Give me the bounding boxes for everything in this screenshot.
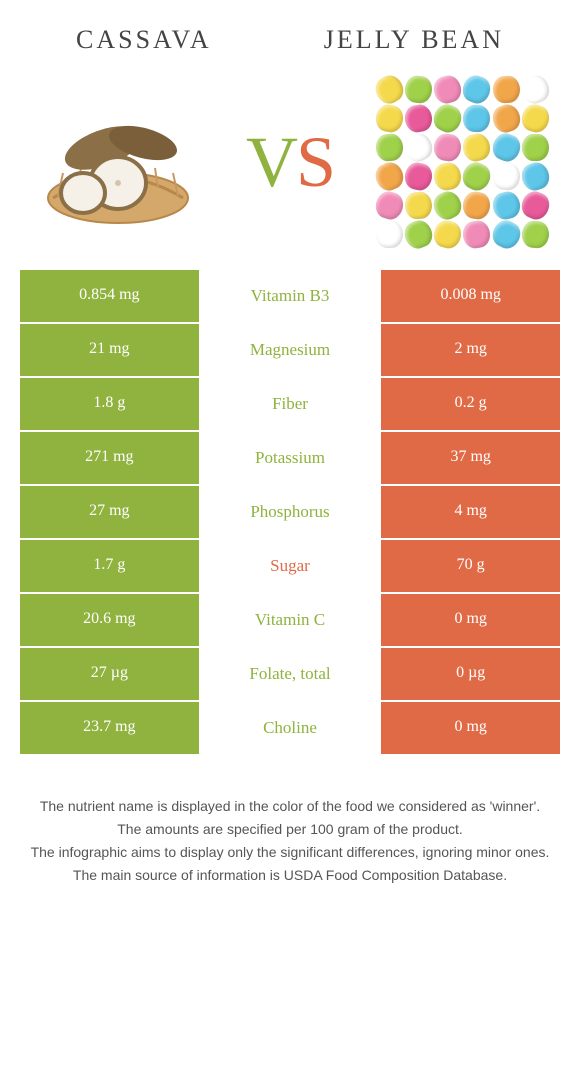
jellybean-icon [404,75,434,105]
jellybean-icon [375,133,404,163]
jellybean-icon [433,132,464,163]
left-value: 0.854 mg [20,270,199,322]
jellybean-icon [518,159,550,193]
left-value: 23.7 mg [20,702,199,754]
jellybean-icon [403,103,435,135]
jellybean-icon [492,162,521,191]
jellybean-icon [462,190,493,221]
jellybean-icon [521,220,550,249]
images-row: VS [0,65,580,270]
left-value: 1.7 g [20,540,199,592]
jellybean-icon [518,188,550,223]
jellybean-icon [375,75,408,108]
right-value: 0 mg [381,702,560,754]
nutrient-label: Vitamin B3 [201,270,380,322]
jellybean-icon [492,76,520,104]
footer-notes: The nutrient name is displayed in the co… [0,756,580,908]
jellybean-icon [376,221,403,248]
jellybean-icon [488,216,525,250]
left-value: 27 mg [20,486,199,538]
nutrient-label: Choline [201,702,380,754]
table-row: 23.7 mgCholine0 mg [20,702,560,754]
right-value: 4 mg [381,486,560,538]
jellybean-icon [400,129,437,166]
table-row: 271 mgPotassium37 mg [20,432,560,484]
table-row: 20.6 mgVitamin C0 mg [20,594,560,646]
jellybean-icon [517,75,550,107]
right-value: 0.008 mg [381,270,560,322]
nutrient-label: Fiber [201,378,380,430]
nutrient-label: Vitamin C [201,594,380,646]
table-row: 1.8 gFiber0.2 g [20,378,560,430]
jellybean-icon [462,219,493,250]
jellybean-icon [460,75,495,107]
table-row: 27 µgFolate, total0 µg [20,648,560,700]
footer-line: The nutrient name is displayed in the co… [20,796,560,817]
jellybean-icon [375,102,406,134]
comparison-table: 0.854 mgVitamin B30.008 mg21 mgMagnesium… [20,270,560,754]
table-row: 0.854 mgVitamin B30.008 mg [20,270,560,322]
table-row: 1.7 gSugar70 g [20,540,560,592]
nutrient-label: Folate, total [201,648,380,700]
right-value: 70 g [381,540,560,592]
left-value: 1.8 g [20,378,199,430]
vs-label: VS [246,121,334,204]
cassava-image [30,75,205,250]
right-value: 0 mg [381,594,560,646]
table-row: 27 mgPhosphorus4 mg [20,486,560,538]
nutrient-label: Sugar [201,540,380,592]
left-value: 271 mg [20,432,199,484]
jellybean-icon [402,160,435,192]
left-value: 21 mg [20,324,199,376]
jellybean-icon [459,158,495,194]
jellybean-icon [489,101,524,136]
left-food-title: cassava [76,25,212,55]
footer-line: The main source of information is USDA F… [20,865,560,886]
jellybean-icon [431,218,464,250]
jellybean-icon [375,188,407,222]
right-food-title: jelly bean [324,25,504,55]
jellybean-icon [489,130,524,165]
vs-s: S [296,122,334,202]
jellybean-icon [463,104,492,132]
jellybean-icon [401,217,437,250]
footer-line: The amounts are specified per 100 gram o… [20,819,560,840]
vs-v: V [246,122,296,202]
jellybean-icon [460,131,493,164]
nutrient-label: Potassium [201,432,380,484]
nutrient-label: Magnesium [201,324,380,376]
left-value: 27 µg [20,648,199,700]
right-value: 0 µg [381,648,560,700]
jellybean-icon [432,161,463,192]
nutrient-label: Phosphorus [201,486,380,538]
left-value: 20.6 mg [20,594,199,646]
jellybean-icon [375,159,407,195]
right-value: 37 mg [381,432,560,484]
header: cassava jelly bean [0,0,580,65]
jellybean-image [375,75,550,250]
jellybean-icon [431,75,465,106]
jellybean-icon [518,102,550,136]
jellybean-icon [430,187,467,224]
jellybean-icon [522,134,550,161]
footer-line: The infographic aims to display only the… [20,842,560,863]
right-value: 2 mg [381,324,560,376]
jellybean-icon [404,191,433,220]
jellybean-icon [430,100,466,136]
jellybean-icon [490,189,523,222]
right-value: 0.2 g [381,378,560,430]
table-row: 21 mgMagnesium2 mg [20,324,560,376]
